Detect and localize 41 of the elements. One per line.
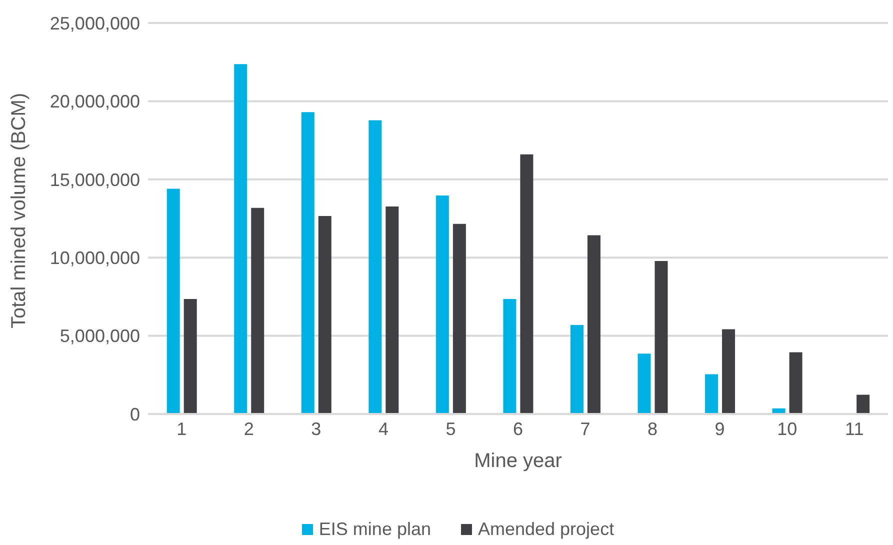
bar [856, 394, 870, 414]
bar [251, 208, 264, 414]
bar [234, 64, 248, 414]
bar [436, 196, 449, 414]
x-tick-label: 10 [777, 418, 798, 439]
x-axis-title: Mine year [474, 450, 562, 472]
bar [570, 325, 584, 414]
bar [452, 224, 466, 414]
y-tick-label: 10,000,000 [50, 248, 140, 268]
x-tick-label: 8 [648, 418, 658, 439]
x-tick-label: 3 [311, 418, 322, 439]
legend-label: Amended project [478, 519, 614, 540]
bar [654, 261, 668, 414]
bar [638, 354, 651, 414]
x-tick-label: 1 [176, 418, 187, 439]
x-tick-label: 7 [580, 418, 590, 439]
y-tick-label: 25,000,000 [50, 13, 140, 34]
y-tick-label: 20,000,000 [50, 92, 140, 112]
bar [503, 299, 516, 414]
x-tick-label: 6 [512, 418, 524, 439]
bar [520, 154, 534, 414]
bar [705, 374, 718, 414]
y-tick-label: 15,000,000 [50, 170, 140, 190]
y-tick-label: 0 [130, 404, 140, 424]
bar [368, 120, 382, 414]
y-axis-title: Total mined volume (BCM) [8, 92, 30, 328]
x-tick-label: 4 [378, 418, 388, 439]
bar [301, 112, 314, 414]
bar [166, 188, 180, 414]
bar [386, 206, 399, 414]
y-tick-label: 5,000,000 [60, 326, 140, 346]
legend-label: EIS mine plan [318, 519, 431, 540]
bar [587, 235, 600, 414]
x-tick-label: 9 [714, 418, 725, 439]
x-tick-label: 5 [446, 418, 456, 439]
x-tick-label: 11 [845, 418, 864, 439]
bar [184, 299, 197, 414]
bar [789, 352, 802, 414]
bar [318, 216, 332, 414]
bar [722, 329, 736, 414]
x-tick-label: 2 [244, 418, 254, 439]
